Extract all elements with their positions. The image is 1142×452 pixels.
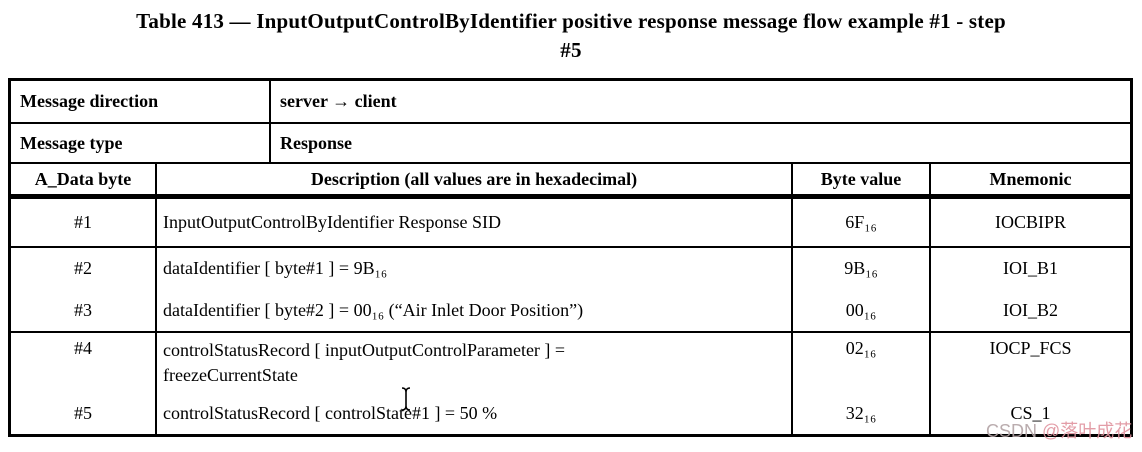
table-row-byte3: #3 dataIdentifier [ byte#2 ] = 00₁₆ (“Ai… (11, 289, 1130, 331)
table-row-byte2: #2 dataIdentifier [ byte#1 ] = 9B₁₆ 9B₁₆… (11, 248, 1130, 289)
byte1-description: InputOutputControlByIdentifier Response … (157, 199, 793, 246)
table-row-byte4: #4 controlStatusRecord [ inputOutputCont… (11, 333, 1130, 392)
message-type-label: Message type (11, 124, 271, 162)
table-block-bytes4-5: #4 controlStatusRecord [ inputOutputCont… (11, 333, 1130, 434)
byte4-number: #4 (11, 333, 157, 392)
message-type-value: Response (280, 132, 353, 153)
byte1-mnemonic: IOCBIPR (994, 212, 1066, 232)
byte2-number: #2 (11, 248, 157, 289)
byte5-number: #5 (11, 392, 157, 434)
byte4-value: 02₁₆ (793, 333, 931, 392)
table-block-bytes2-3: #2 dataIdentifier [ byte#1 ] = 9B₁₆ 9B₁₆… (11, 248, 1130, 333)
byte3-value: 00₁₆ (793, 289, 931, 331)
byte5-value: 32₁₆ (793, 392, 931, 434)
table-row-byte5: #5 controlStatusRecord [ controlState#1 … (11, 392, 1130, 434)
byte1-number: #1 (11, 199, 157, 246)
byte3-mnemonic: IOI_B2 (1003, 299, 1058, 320)
header-mnemonic: Mnemonic (989, 168, 1072, 189)
watermark-username: @落叶成花 (1042, 421, 1133, 441)
message-flow-table: Message direction server → client Messag… (8, 78, 1133, 437)
table-caption-line1: Table 413 — InputOutputControlByIdentifi… (136, 9, 1006, 33)
byte4-description: controlStatusRecord [ inputOutputControl… (157, 333, 793, 392)
message-direction-label: Message direction (11, 81, 271, 122)
table-caption-line2: #5 (560, 38, 582, 62)
table-header-row: A_Data byte Description (all values are … (11, 164, 1130, 199)
table-row-message-type: Message type Response (11, 124, 1130, 164)
table-row-message-direction: Message direction server → client (11, 81, 1130, 124)
table-caption: Table 413 — InputOutputControlByIdentifi… (0, 7, 1142, 65)
ibeam-text-cursor-icon (401, 387, 411, 411)
byte3-number: #3 (11, 289, 157, 331)
byte4-mnemonic: IOCP_FCS (989, 338, 1072, 358)
byte5-description: controlStatusRecord [ controlState#1 ] =… (157, 392, 793, 434)
header-a-data-byte: A_Data byte (11, 164, 157, 194)
header-byte-value: Byte value (793, 164, 931, 194)
message-direction-value: server → client (280, 91, 397, 111)
header-description: Description (all values are in hexadecim… (157, 164, 793, 194)
csdn-watermark: CSDN @落叶成花 (986, 419, 1132, 443)
table-row-byte1: #1 InputOutputControlByIdentifier Respon… (11, 199, 1130, 248)
byte2-value: 9B₁₆ (793, 248, 931, 289)
byte2-mnemonic: IOI_B1 (1003, 258, 1058, 278)
byte5-mnemonic: CS_1 (1010, 402, 1051, 423)
watermark-site: CSDN (986, 421, 1038, 441)
byte2-description: dataIdentifier [ byte#1 ] = 9B₁₆ (157, 248, 793, 289)
byte3-description: dataIdentifier [ byte#2 ] = 00₁₆ (“Air I… (157, 289, 793, 331)
byte1-value: 6F₁₆ (793, 199, 931, 246)
